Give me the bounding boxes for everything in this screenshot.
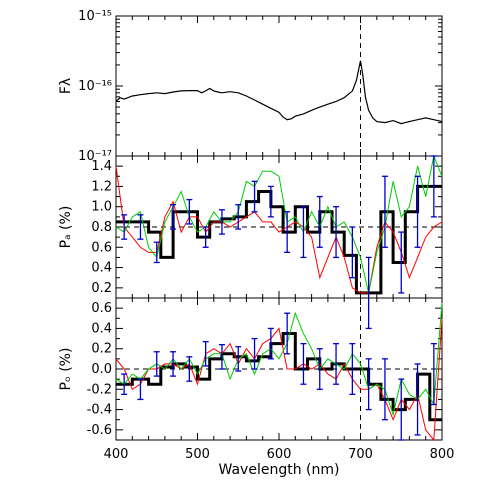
panel-middle-reference-lines <box>116 156 442 298</box>
y-tick-label: 0.6 <box>91 301 112 316</box>
y-tick-label: 0.4 <box>91 261 112 276</box>
y-tick-label: 1.0 <box>91 200 112 215</box>
panel-bottom-xlabel: Wavelength (nm) <box>219 462 340 478</box>
panel-bottom-reference-lines <box>116 298 442 440</box>
y-tick-label: 10⁻¹⁶ <box>78 79 112 94</box>
x-tick-label: 600 <box>267 447 292 462</box>
line-series <box>115 60 443 125</box>
y-tick-label: 10⁻¹⁷ <box>78 149 112 164</box>
line-series <box>115 318 443 442</box>
panel-bottom-ylabel: Pₒ (%) <box>58 348 74 391</box>
panel-top-series <box>115 60 443 125</box>
y-tick-label: 0.2 <box>91 281 112 296</box>
panel-top-ticks <box>115 15 443 157</box>
x-tick-label: 400 <box>104 447 129 462</box>
y-tick-label: 0.0 <box>91 362 112 377</box>
line-series <box>115 154 443 294</box>
y-tick-label: 0.6 <box>91 240 112 255</box>
line-series <box>115 303 443 417</box>
y-tick-label: 0.8 <box>91 220 112 235</box>
panel-middle-series <box>115 154 443 330</box>
y-tick-label: -0.2 <box>87 382 112 397</box>
y-tick-label: 10⁻¹⁵ <box>78 9 112 24</box>
step-series <box>116 184 442 295</box>
y-tick-label: 0.2 <box>91 342 112 357</box>
panel-top: 10⁻¹⁷ 10⁻¹⁶ 10⁻¹⁵ Fλ <box>58 9 443 164</box>
panel-bottom-ytick-labels: -0.6 -0.4 -0.2 0.0 0.2 0.4 0.6 <box>87 301 112 438</box>
panel-middle-ylabel: Pₐ (%) <box>58 206 74 249</box>
y-tick-label: -0.6 <box>87 423 112 438</box>
y-tick-label: 1.4 <box>91 159 112 174</box>
y-tick-label: 1.2 <box>91 179 112 194</box>
x-tick-label: 500 <box>185 447 210 462</box>
line-series <box>115 166 443 294</box>
x-tick-label: 700 <box>348 447 373 462</box>
y-tick-label: -0.4 <box>87 403 112 418</box>
panel-bottom: -0.6 -0.4 -0.2 0.0 0.2 0.4 0.6 400 500 600 700 800… <box>58 297 455 478</box>
x-tick-label: 800 <box>430 447 455 462</box>
panel-bottom-series <box>115 303 443 442</box>
panel-top-ylabel: Fλ <box>58 78 74 94</box>
panel-top-ytick-labels: 10⁻¹⁷ 10⁻¹⁶ 10⁻¹⁵ <box>78 9 112 164</box>
panel-bottom-xtick-labels: 400 500 600 700 800 <box>104 447 455 462</box>
panel-middle-ytick-labels: 0.2 0.4 0.6 0.8 1.0 1.2 1.4 <box>91 159 112 296</box>
y-tick-label: 0.4 <box>91 321 112 336</box>
